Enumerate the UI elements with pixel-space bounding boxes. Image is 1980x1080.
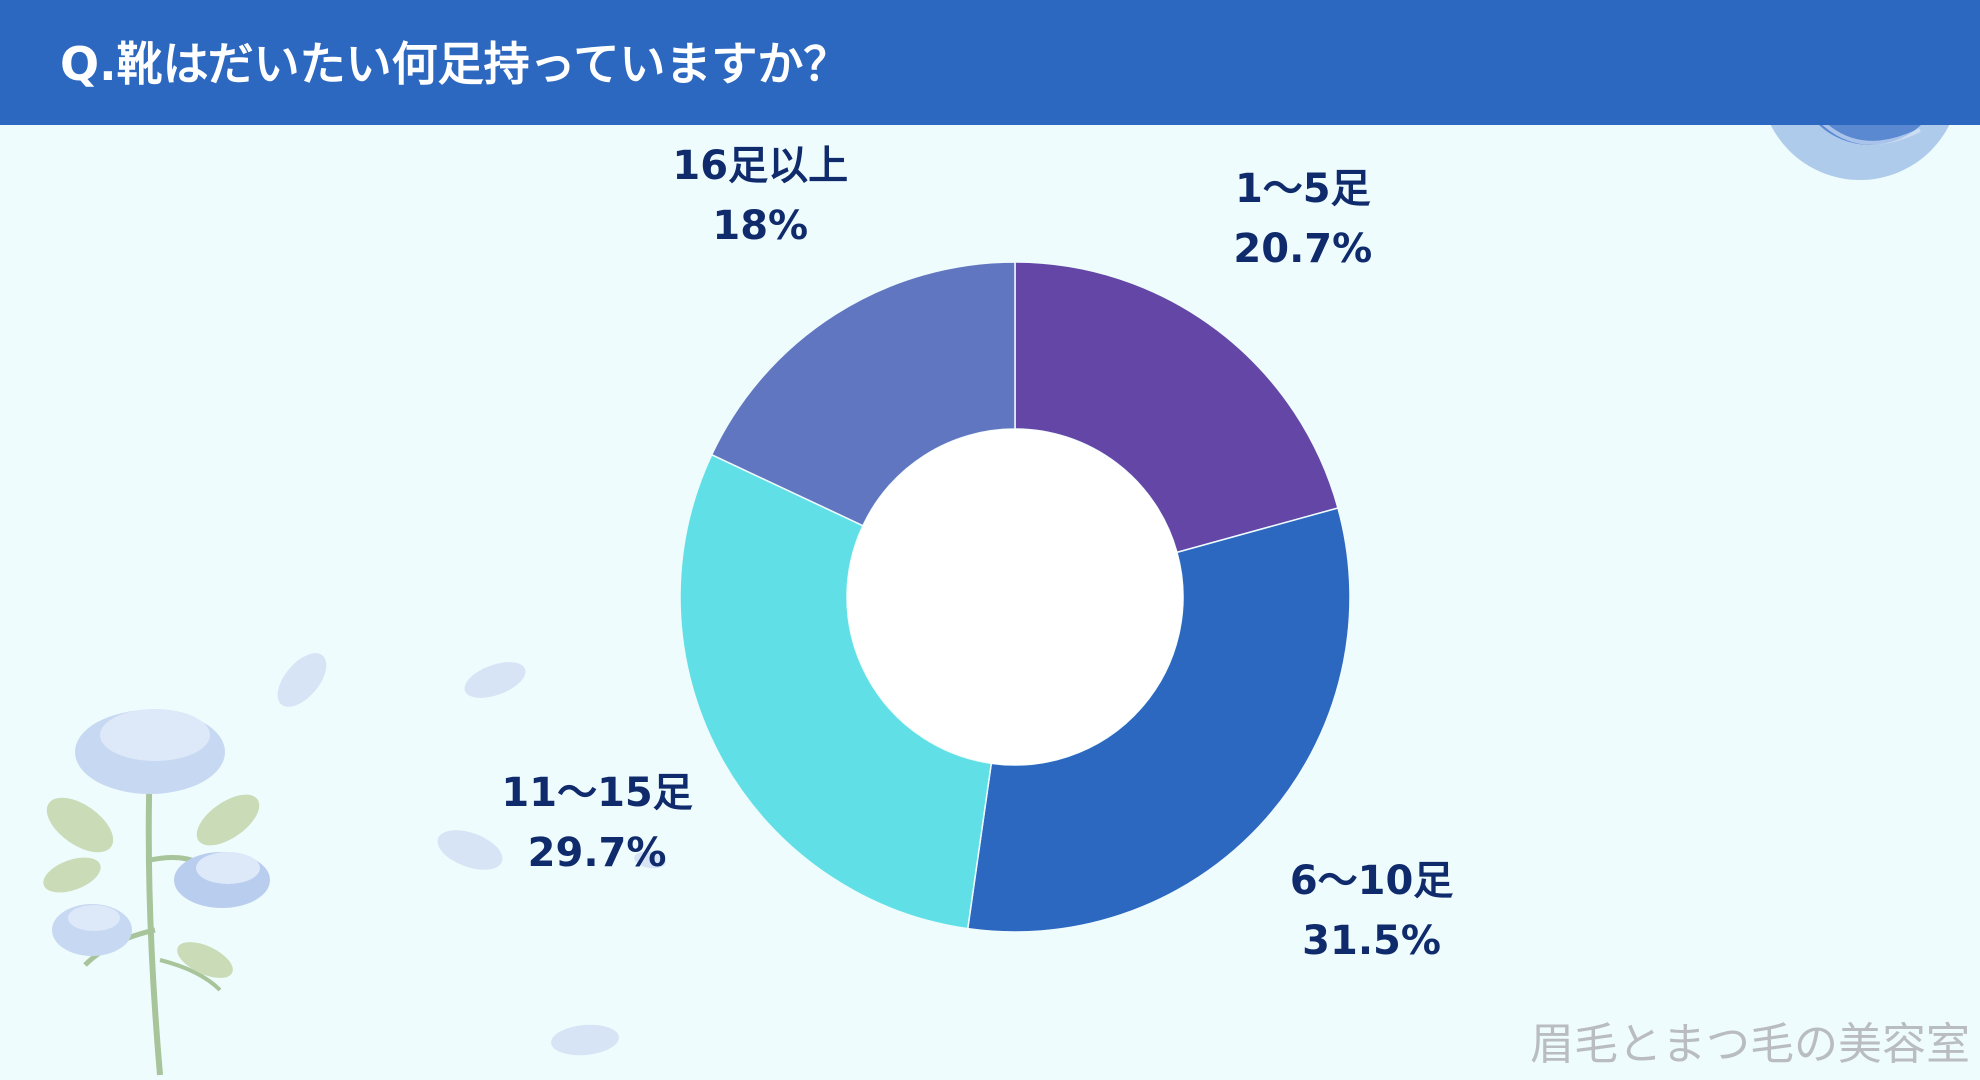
donut-hole: [847, 429, 1183, 765]
watermark: 眉毛とまつ毛の美容室: [1530, 1019, 1970, 1070]
slice-category-label: 6～10足: [1289, 857, 1454, 904]
page-title: Q.靴はだいたい何足持っていますか？: [60, 37, 850, 91]
slice-value-label: 31.5%: [1302, 917, 1441, 964]
slice-label-2: 6～10足 31.5%: [1290, 851, 1454, 971]
rose-decoration-bottom-left: [43, 709, 270, 1076]
slice-value-label: 20.7%: [1233, 226, 1373, 273]
slice-label-3: 11～15足 29.7%: [501, 763, 692, 883]
slice-label-1: 1～5足 20.7%: [1233, 159, 1372, 279]
slice-label-4: 16足以上 18%: [672, 136, 848, 256]
slice-category-label: 16足以上: [672, 143, 849, 190]
slice-category-label: 11～15足: [501, 769, 693, 816]
slice-value-label: 29.7%: [527, 829, 667, 876]
header-bar: Q.靴はだいたい何足持っていますか？: [0, 0, 1980, 125]
donut-slice-3: [679, 453, 993, 930]
petal-decorations: [277, 653, 666, 1056]
slice-value-label: 18%: [712, 203, 809, 250]
slice-category-label: 1～5足: [1234, 166, 1371, 213]
